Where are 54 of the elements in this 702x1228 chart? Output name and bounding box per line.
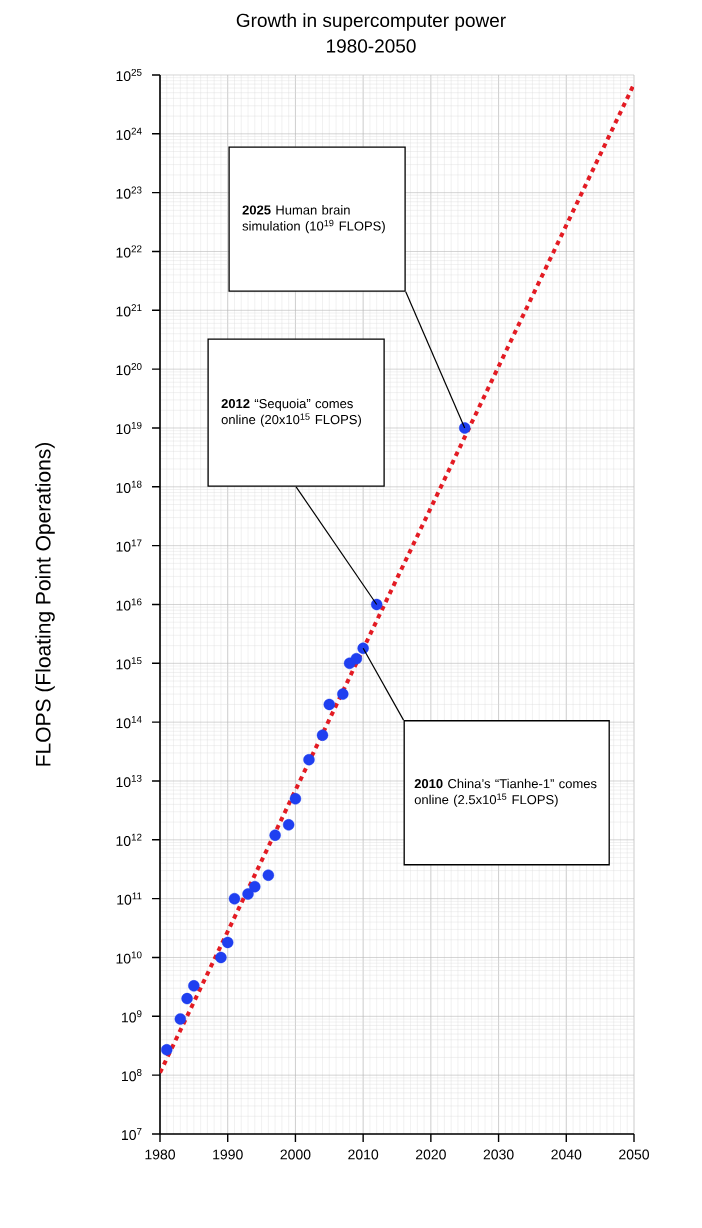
y-tick-label: 10$^{12}$ — [116, 833, 142, 846]
x-tick-label: 1990 — [213, 1149, 243, 1160]
point — [222, 936, 234, 949]
point — [357, 642, 369, 654]
point — [370, 598, 383, 611]
y-tick-label: 10$^{16}$ — [116, 598, 142, 611]
point — [242, 888, 254, 900]
point — [337, 688, 349, 700]
point — [323, 698, 335, 711]
x-tick-label: 1980 — [145, 1149, 176, 1160]
point — [459, 422, 471, 434]
y-tick-label: 10$^{21}$ — [116, 304, 142, 317]
y-tick-label: 10$^{19}$ — [116, 421, 142, 435]
point — [303, 754, 315, 766]
x-tick-label: 2050 — [619, 1149, 650, 1160]
point — [188, 980, 200, 992]
point — [282, 819, 295, 831]
annotation: 2010 China’s “Tianhe-1” comes online (2.5x10$^{15}$ FLOPS) — [414, 778, 597, 807]
point — [262, 869, 275, 881]
point — [174, 1013, 187, 1025]
point — [316, 729, 329, 741]
point — [289, 793, 302, 805]
y-tick-label: 10$^{23}$ — [116, 186, 142, 199]
y-tick-label: 10$^{18}$ — [116, 480, 142, 493]
x-tick-label: 2040 — [551, 1149, 582, 1160]
y-tick-label: 10$^{24}$ — [116, 127, 142, 140]
chart-subtitle: 1980-2050 — [327, 39, 416, 53]
y-tick-label: 10$^{11}$ — [117, 892, 142, 905]
point — [249, 880, 261, 893]
y-tick-label: 10$^{10}$ — [116, 951, 142, 964]
chart-title: Growth in supercomputer power — [236, 13, 506, 31]
y-tick-label: 10$^{7}$ — [122, 1127, 142, 1141]
annotation: 2025 Human brain simulation (10$^{19}$ FLOPS) — [242, 205, 385, 234]
x-tick-label: 2000 — [280, 1149, 311, 1160]
point — [181, 992, 193, 1005]
point — [161, 1044, 173, 1056]
y-tick-label: 10$^{20}$ — [116, 363, 142, 376]
x-tick-label: 2030 — [483, 1149, 514, 1160]
y-tick-label: 10$^{15}$ — [116, 657, 142, 670]
y-tick-label: 10$^{17}$ — [116, 539, 142, 552]
point — [269, 829, 281, 841]
point — [215, 951, 227, 964]
x-tick-label: 2010 — [348, 1149, 379, 1160]
y-tick-label: 10$^{13}$ — [116, 774, 142, 788]
y-tick-label: 10$^{9}$ — [122, 1010, 142, 1023]
annotation: 2012 “Sequoia” comes online (20x10$^{15}$ FLOPS) — [221, 398, 361, 427]
y-tick-label: 10$^{14}$ — [116, 716, 142, 729]
y-axis-title: FLOPS (Floating Point Operations) — [35, 443, 55, 766]
point — [228, 892, 241, 905]
x-tick-label: 2020 — [415, 1149, 446, 1160]
y-tick-label: 10$^{22}$ — [116, 245, 142, 258]
y-tick-label: 10$^{8}$ — [122, 1069, 142, 1082]
y-tick-label: 10$^{25}$ — [116, 68, 142, 82]
point — [350, 652, 363, 665]
